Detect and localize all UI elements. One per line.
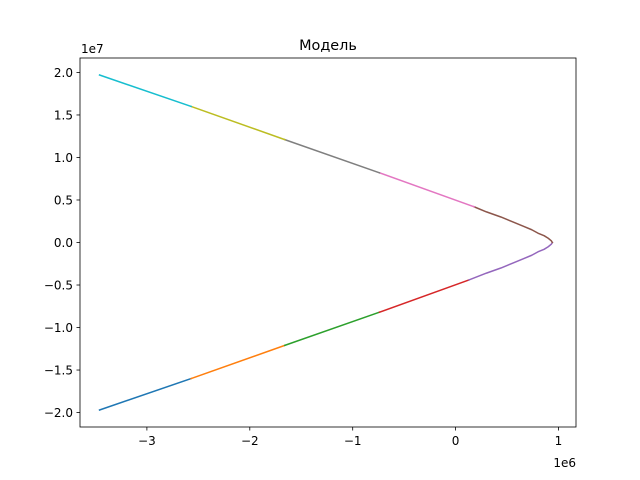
x-tick-label: −1 xyxy=(344,434,362,448)
series-line-1 xyxy=(98,377,193,411)
chart-title: Модель xyxy=(299,38,357,54)
series-line-2 xyxy=(190,344,286,380)
y-tick-label: 1.0 xyxy=(54,151,73,165)
y-tick-label: −0.5 xyxy=(44,278,73,292)
x-tick-label: −2 xyxy=(241,434,259,448)
plot-frame xyxy=(79,57,577,428)
x-tick-label: 0 xyxy=(452,434,460,448)
y-tick-label: 0.0 xyxy=(54,236,73,250)
series-line-10 xyxy=(98,74,193,108)
y-tick-label: −2.0 xyxy=(44,406,73,420)
y-tick-label: −1.5 xyxy=(44,363,73,377)
y-tick-label: −1.0 xyxy=(44,321,73,335)
series-line-3 xyxy=(283,311,381,347)
y-axis: −2.0 −1.5 −1.0 −0.5 0.0 0.5 1.0 1.5 2.0 xyxy=(44,66,80,420)
y-tick-label: 0.5 xyxy=(54,193,73,207)
series-line-9 xyxy=(190,105,286,141)
series-line-5 xyxy=(468,241,554,281)
x-tick-label: 1 xyxy=(555,434,563,448)
series-layer xyxy=(98,74,554,411)
series-line-7 xyxy=(378,171,476,208)
y-offset-label: 1e7 xyxy=(81,42,104,56)
series-line-6 xyxy=(473,205,554,244)
series-line-4 xyxy=(378,278,470,314)
x-tick-label: −3 xyxy=(138,434,156,448)
y-tick-label: 2.0 xyxy=(54,66,73,80)
x-offset-label: 1e6 xyxy=(553,456,576,470)
series-line-8 xyxy=(283,138,381,174)
y-tick-label: 1.5 xyxy=(54,108,73,122)
x-axis: −3 −2 −1 0 1 xyxy=(138,427,562,448)
